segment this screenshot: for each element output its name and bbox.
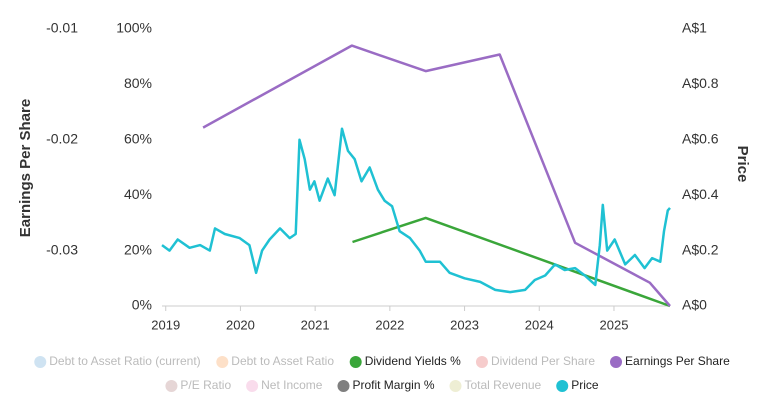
- y3-tick-label: 80%: [124, 75, 152, 91]
- legend-marker[interactable]: [246, 380, 259, 392]
- legend-marker[interactable]: [216, 356, 229, 368]
- legend-label[interactable]: Dividend Yields %: [365, 354, 461, 368]
- x-tick-label: 2025: [600, 317, 629, 332]
- y3-tick-label: 60%: [124, 131, 152, 147]
- legend-label[interactable]: Debt to Asset Ratio: [231, 354, 334, 368]
- x-tick-label: 2024: [525, 317, 554, 332]
- legend-marker[interactable]: [556, 380, 569, 392]
- y-tick-label: -0.02: [46, 131, 78, 147]
- y3-tick-label: 100%: [116, 20, 152, 36]
- legend-marker[interactable]: [610, 356, 623, 368]
- y3-tick-label: 40%: [124, 186, 152, 202]
- x-tick-label: 2023: [450, 317, 479, 332]
- y-tick-label: -0.01: [46, 20, 78, 36]
- y2-tick-label: A$0.8: [682, 75, 719, 91]
- y2-tick-label: A$0.6: [682, 131, 719, 147]
- legend-marker[interactable]: [475, 356, 488, 368]
- legend-marker[interactable]: [349, 356, 362, 368]
- legend-label[interactable]: Total Revenue: [465, 378, 542, 392]
- y3-tick-label: 0%: [132, 297, 152, 313]
- legend-marker[interactable]: [34, 356, 47, 368]
- legend-marker[interactable]: [165, 380, 178, 392]
- y2-tick-label: A$0.4: [682, 186, 719, 202]
- series-line: [202, 44, 671, 307]
- legend-label[interactable]: Profit Margin %: [352, 378, 434, 392]
- y2-axis-title: Price: [734, 146, 751, 183]
- series-line: [161, 127, 671, 294]
- y2-tick-label: A$0.2: [682, 241, 719, 257]
- x-tick-label: 2022: [375, 317, 404, 332]
- x-tick-label: 2021: [301, 317, 330, 332]
- series-line: [352, 216, 671, 308]
- y-tick-label: -0.03: [46, 241, 78, 257]
- legend-label[interactable]: Earnings Per Share: [625, 354, 730, 368]
- y2-tick-label: A$0: [682, 297, 707, 313]
- x-tick-label: 2020: [226, 317, 255, 332]
- y-axis-title: Earnings Per Share: [17, 99, 34, 237]
- y2-tick-label: A$1: [682, 20, 707, 36]
- y3-tick-label: 20%: [124, 241, 152, 257]
- x-tick-label: 2019: [151, 317, 180, 332]
- legend-label[interactable]: Net Income: [261, 378, 323, 392]
- legend-label[interactable]: Price: [571, 378, 599, 392]
- legend-label[interactable]: Debt to Asset Ratio (current): [49, 354, 200, 368]
- legend-marker[interactable]: [449, 380, 462, 392]
- legend-label[interactable]: Dividend Per Share: [491, 354, 595, 368]
- legend-label[interactable]: P/E Ratio: [180, 378, 231, 392]
- legend-marker[interactable]: [337, 380, 350, 392]
